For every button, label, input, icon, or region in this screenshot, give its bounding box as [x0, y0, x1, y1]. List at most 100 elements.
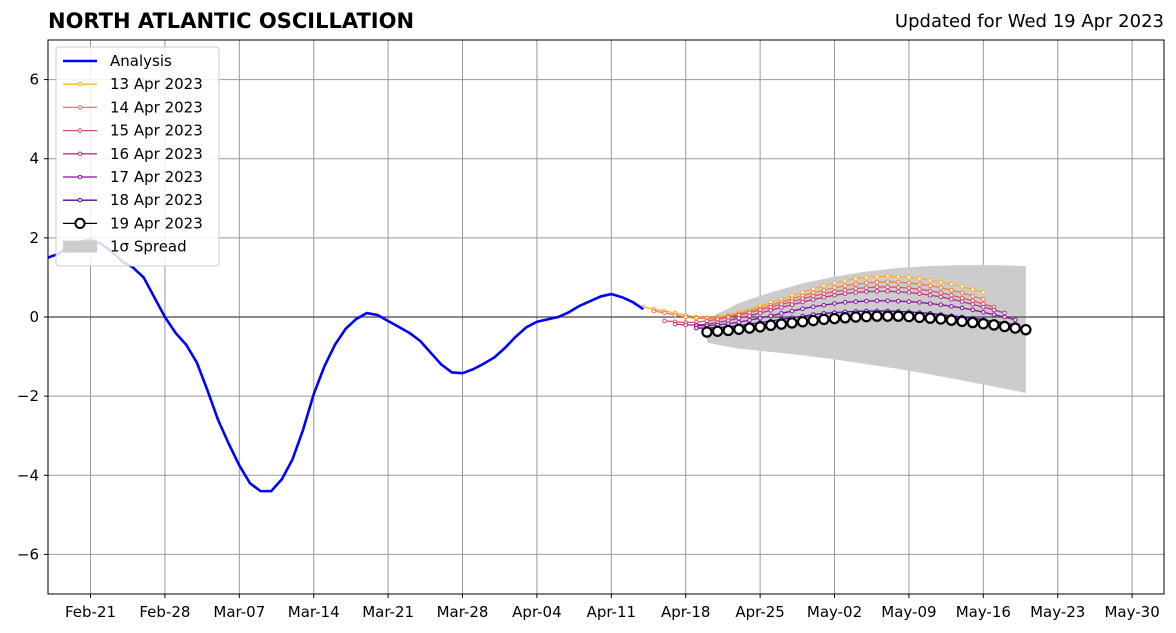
forecast-point [981, 296, 986, 302]
forecast-point [895, 285, 901, 290]
forecast-point [959, 290, 965, 296]
x-tick-label: Mar-07 [213, 603, 265, 621]
legend-item: 17 Apr 2023 [63, 168, 203, 186]
forecast-point [938, 294, 944, 300]
legend-marker [77, 105, 83, 110]
forecast-point [970, 293, 975, 299]
forecast-point [1002, 314, 1007, 320]
forecast-point [949, 292, 954, 298]
forecast-point [913, 311, 926, 324]
forecast-point [842, 283, 848, 289]
analysis-line [48, 238, 644, 493]
forecast-point [927, 301, 933, 306]
forecast-point [821, 302, 827, 308]
forecast-point [683, 322, 689, 328]
forecast-point [988, 319, 1000, 331]
y-tick-label: 4 [29, 150, 39, 168]
legend-marker [77, 174, 83, 180]
forecast-point [938, 285, 944, 291]
legend-marker [77, 151, 83, 157]
x-tick-label: May-09 [881, 603, 936, 621]
legend-label: 15 Apr 2023 [110, 122, 203, 140]
x-tick-label: Apr-18 [661, 603, 711, 621]
legend-marker [77, 197, 83, 203]
forecast-point [959, 284, 965, 289]
legend-item: 16 Apr 2023 [63, 145, 203, 163]
legend-marker [77, 128, 83, 133]
forecast-point [938, 302, 944, 308]
forecast-point [853, 290, 859, 295]
forecast-point [917, 287, 922, 292]
forecast-point [949, 281, 954, 287]
legend-item: Analysis [63, 52, 172, 70]
forecast-series [694, 298, 1018, 329]
forecast-point [694, 315, 699, 321]
forecast-point [853, 286, 859, 291]
legend-item: 19 Apr 2023 [63, 214, 203, 232]
forecast-point [821, 294, 827, 300]
forecast-point [885, 273, 890, 279]
legend-item: 1σ Spread [63, 238, 187, 256]
forecast-point [736, 319, 742, 325]
x-tick-label: May-23 [1030, 603, 1085, 621]
x-tick-label: Mar-21 [362, 603, 414, 621]
forecast-point [765, 319, 777, 332]
forecast-point [885, 288, 890, 294]
forecast-point [736, 315, 742, 321]
forecast-point [651, 308, 657, 314]
x-tick-label: Mar-14 [288, 603, 340, 621]
forecast-point [821, 287, 827, 293]
forecast-point [842, 287, 848, 293]
forecast-point [981, 309, 986, 315]
y-tick-label: 0 [29, 308, 39, 326]
forecast-point [832, 285, 837, 291]
x-tick-label: Apr-11 [587, 603, 637, 621]
forecast-point [881, 310, 894, 322]
forecast-point [895, 279, 901, 285]
analysis-layer [48, 238, 644, 493]
forecast-point [754, 321, 766, 333]
forecast-point [821, 283, 827, 289]
forecast-point [906, 290, 912, 295]
legend-label: 18 Apr 2023 [110, 191, 203, 209]
forecast-point [892, 310, 904, 322]
forecast-point [796, 316, 809, 328]
forecast-point [842, 300, 848, 305]
forecast-point [927, 288, 933, 294]
forecast-point [959, 299, 965, 304]
forecast-point [917, 291, 922, 296]
y-tick-label: −6 [17, 545, 39, 563]
forecast-point [789, 302, 795, 308]
forecast-point [832, 280, 837, 286]
forecast-point [874, 298, 880, 304]
forecast-point [722, 324, 734, 337]
x-tick-label: Mar-28 [437, 603, 489, 621]
legend-label: 14 Apr 2023 [110, 98, 203, 116]
forecast-point [906, 280, 912, 286]
forecast-point [903, 310, 915, 323]
forecast-point [775, 318, 788, 330]
forecast-point [917, 276, 922, 281]
legend-box [55, 46, 220, 267]
forecast-point [842, 291, 848, 296]
forecast-point [1002, 310, 1007, 316]
legend-label: 19 Apr 2023 [110, 214, 203, 232]
forecast-point [694, 325, 699, 331]
forecast-point [842, 278, 848, 283]
forecast-point [945, 314, 958, 326]
forecast-point [807, 314, 819, 327]
y-tick-label: 2 [29, 229, 39, 247]
forecast-point [800, 289, 805, 295]
legend-marker [77, 81, 83, 87]
forecast-point [917, 281, 922, 287]
forecast-point [810, 297, 816, 302]
forecast-point [874, 288, 880, 294]
forecast-point [864, 280, 869, 286]
legend-label: 13 Apr 2023 [110, 75, 203, 93]
forecast-point [938, 279, 944, 285]
forecast-point [906, 299, 912, 304]
forecast-point [906, 285, 912, 291]
forecast-point [864, 289, 869, 294]
forecast-point [828, 312, 841, 325]
